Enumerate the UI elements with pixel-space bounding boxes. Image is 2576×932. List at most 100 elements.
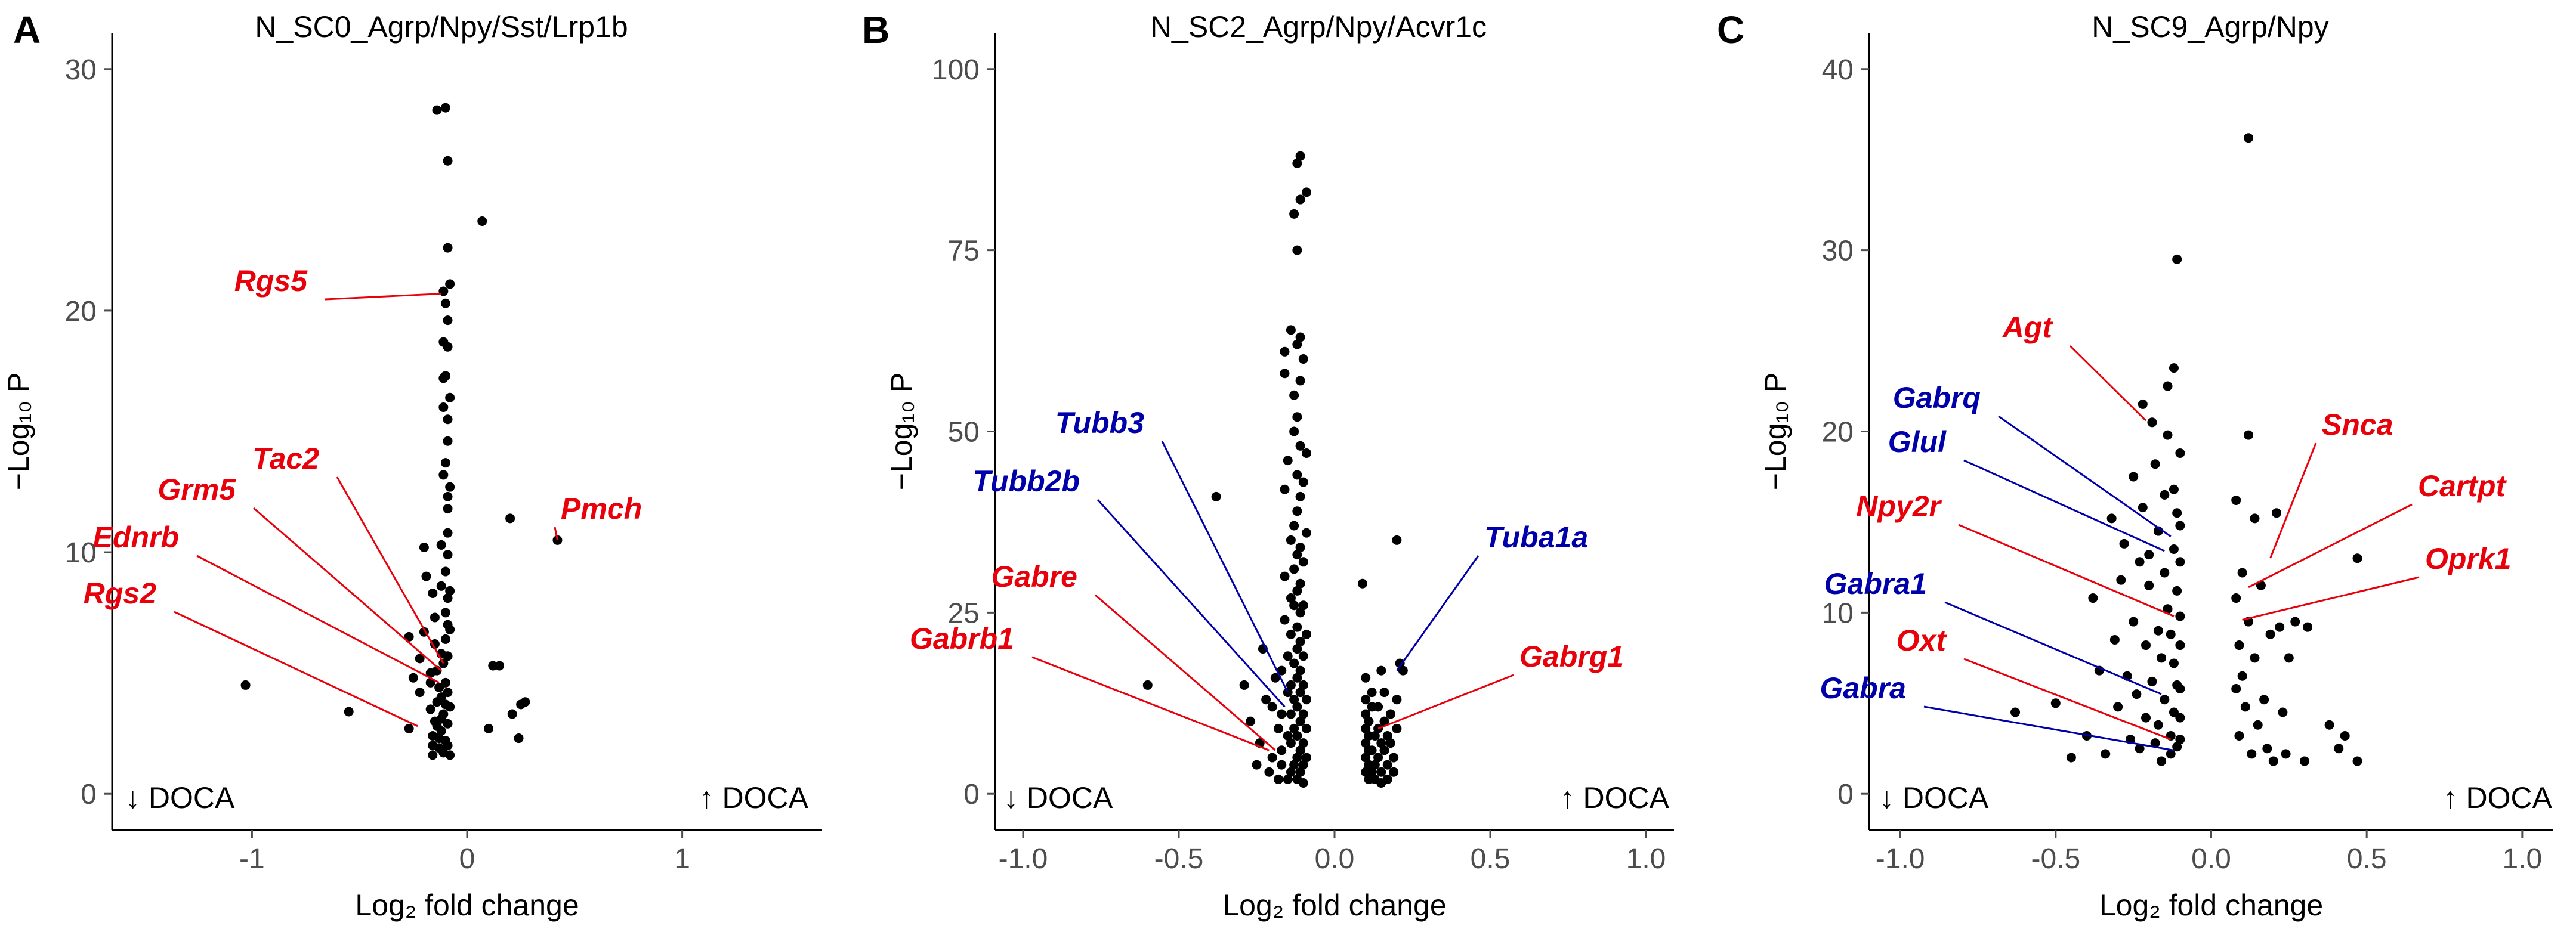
gene-label-gabra: Gabra: [1820, 671, 1906, 705]
data-point: [1239, 680, 1249, 690]
data-point: [443, 593, 453, 603]
data-point: [2265, 629, 2275, 639]
data-point: [1292, 753, 1302, 763]
data-point: [445, 482, 455, 492]
data-point: [1286, 709, 1296, 719]
data-point: [2175, 557, 2185, 567]
data-point: [1277, 665, 1287, 676]
data-point: [1298, 778, 1308, 788]
data-point: [1277, 709, 1287, 719]
y-axis-label: −Log₁₀ P: [2, 373, 35, 491]
data-point: [2231, 495, 2241, 505]
data-point: [2271, 508, 2281, 518]
data-point: [1289, 723, 1299, 733]
data-point: [1261, 695, 1271, 705]
leader-line: [2269, 442, 2317, 559]
data-point: [1361, 753, 1371, 763]
data-point: [2050, 698, 2061, 708]
data-point: [344, 707, 354, 717]
data-point: [1302, 753, 1312, 763]
gene-label-oprk1: Oprk1: [2425, 542, 2512, 575]
data-point: [438, 709, 449, 719]
data-point: [2160, 490, 2170, 500]
leader-line: [2069, 345, 2147, 422]
gene-label-tubb2b: Tubb2b: [972, 465, 1080, 498]
data-point: [2175, 640, 2185, 651]
y-tick-label: 0: [81, 779, 97, 810]
data-point: [1280, 615, 1290, 625]
leader-line: [1377, 674, 1514, 730]
data-point: [2352, 553, 2362, 563]
data-point: [1295, 636, 1305, 646]
data-point: [2172, 742, 2182, 752]
data-point: [1395, 658, 1405, 668]
data-point: [1367, 767, 1377, 777]
data-point: [1246, 716, 1256, 726]
data-point: [2234, 640, 2244, 651]
data-point: [2101, 749, 2111, 759]
leader-line: [1963, 459, 2165, 552]
data-point: [440, 608, 450, 618]
data-point: [428, 588, 438, 598]
data-point: [440, 634, 450, 644]
data-point: [2250, 653, 2260, 663]
data-point: [443, 156, 453, 166]
data-point: [495, 661, 505, 671]
leader-line: [1923, 705, 2175, 751]
data-point: [443, 504, 453, 514]
data-point: [2172, 254, 2182, 264]
data-point: [2237, 671, 2247, 681]
data-point: [1302, 723, 1312, 733]
data-point: [1370, 760, 1380, 770]
data-point: [1267, 702, 1277, 712]
data-point: [1289, 564, 1299, 574]
y-axis-label: −Log₁₀ P: [1759, 373, 1792, 491]
data-point: [1283, 730, 1293, 741]
data-point: [1292, 702, 1302, 712]
data-point: [440, 566, 450, 577]
data-point: [1280, 484, 1290, 494]
data-point: [443, 243, 453, 253]
data-point: [440, 458, 450, 468]
data-point: [2281, 749, 2291, 759]
gene-label-gabrq: Gabrq: [1893, 381, 1981, 414]
data-point: [1364, 716, 1374, 726]
data-point: [1292, 245, 1302, 255]
data-point: [1289, 521, 1299, 531]
data-point: [1292, 550, 1302, 560]
gene-label-snca: Snca: [2322, 408, 2393, 441]
gene-label-tuba1a: Tuba1a: [1484, 521, 1588, 554]
data-point: [1280, 571, 1290, 581]
data-point: [1142, 680, 1153, 690]
data-point: [1292, 586, 1302, 596]
gene-label-gabre: Gabre: [991, 560, 1077, 593]
leader-line: [1161, 441, 1289, 693]
data-point: [2138, 399, 2148, 409]
data-point: [1286, 325, 1296, 335]
data-point: [1274, 774, 1284, 784]
data-point: [2303, 622, 2313, 632]
data-point: [2141, 713, 2151, 723]
data-point: [1289, 600, 1299, 611]
x-tick-label: 0: [459, 843, 475, 875]
data-point: [1295, 441, 1305, 451]
data-point: [2144, 550, 2154, 560]
data-point: [2153, 626, 2163, 636]
data-point: [445, 392, 455, 402]
data-point: [1302, 629, 1312, 639]
data-point: [240, 680, 251, 690]
panel-title: N_SC9_Agrp/Npy: [2092, 10, 2328, 44]
data-point: [1379, 745, 1389, 755]
data-point: [2135, 744, 2145, 754]
data-point: [1361, 695, 1371, 705]
data-point: [1295, 745, 1305, 755]
data-point: [1373, 753, 1383, 763]
data-point: [1392, 535, 1402, 545]
data-point: [1370, 730, 1380, 741]
data-point: [2157, 756, 2167, 766]
data-point: [1211, 491, 1221, 501]
data-point: [2147, 676, 2157, 686]
data-point: [1295, 376, 1305, 386]
data-point: [1385, 709, 1395, 719]
data-point: [2247, 749, 2257, 759]
